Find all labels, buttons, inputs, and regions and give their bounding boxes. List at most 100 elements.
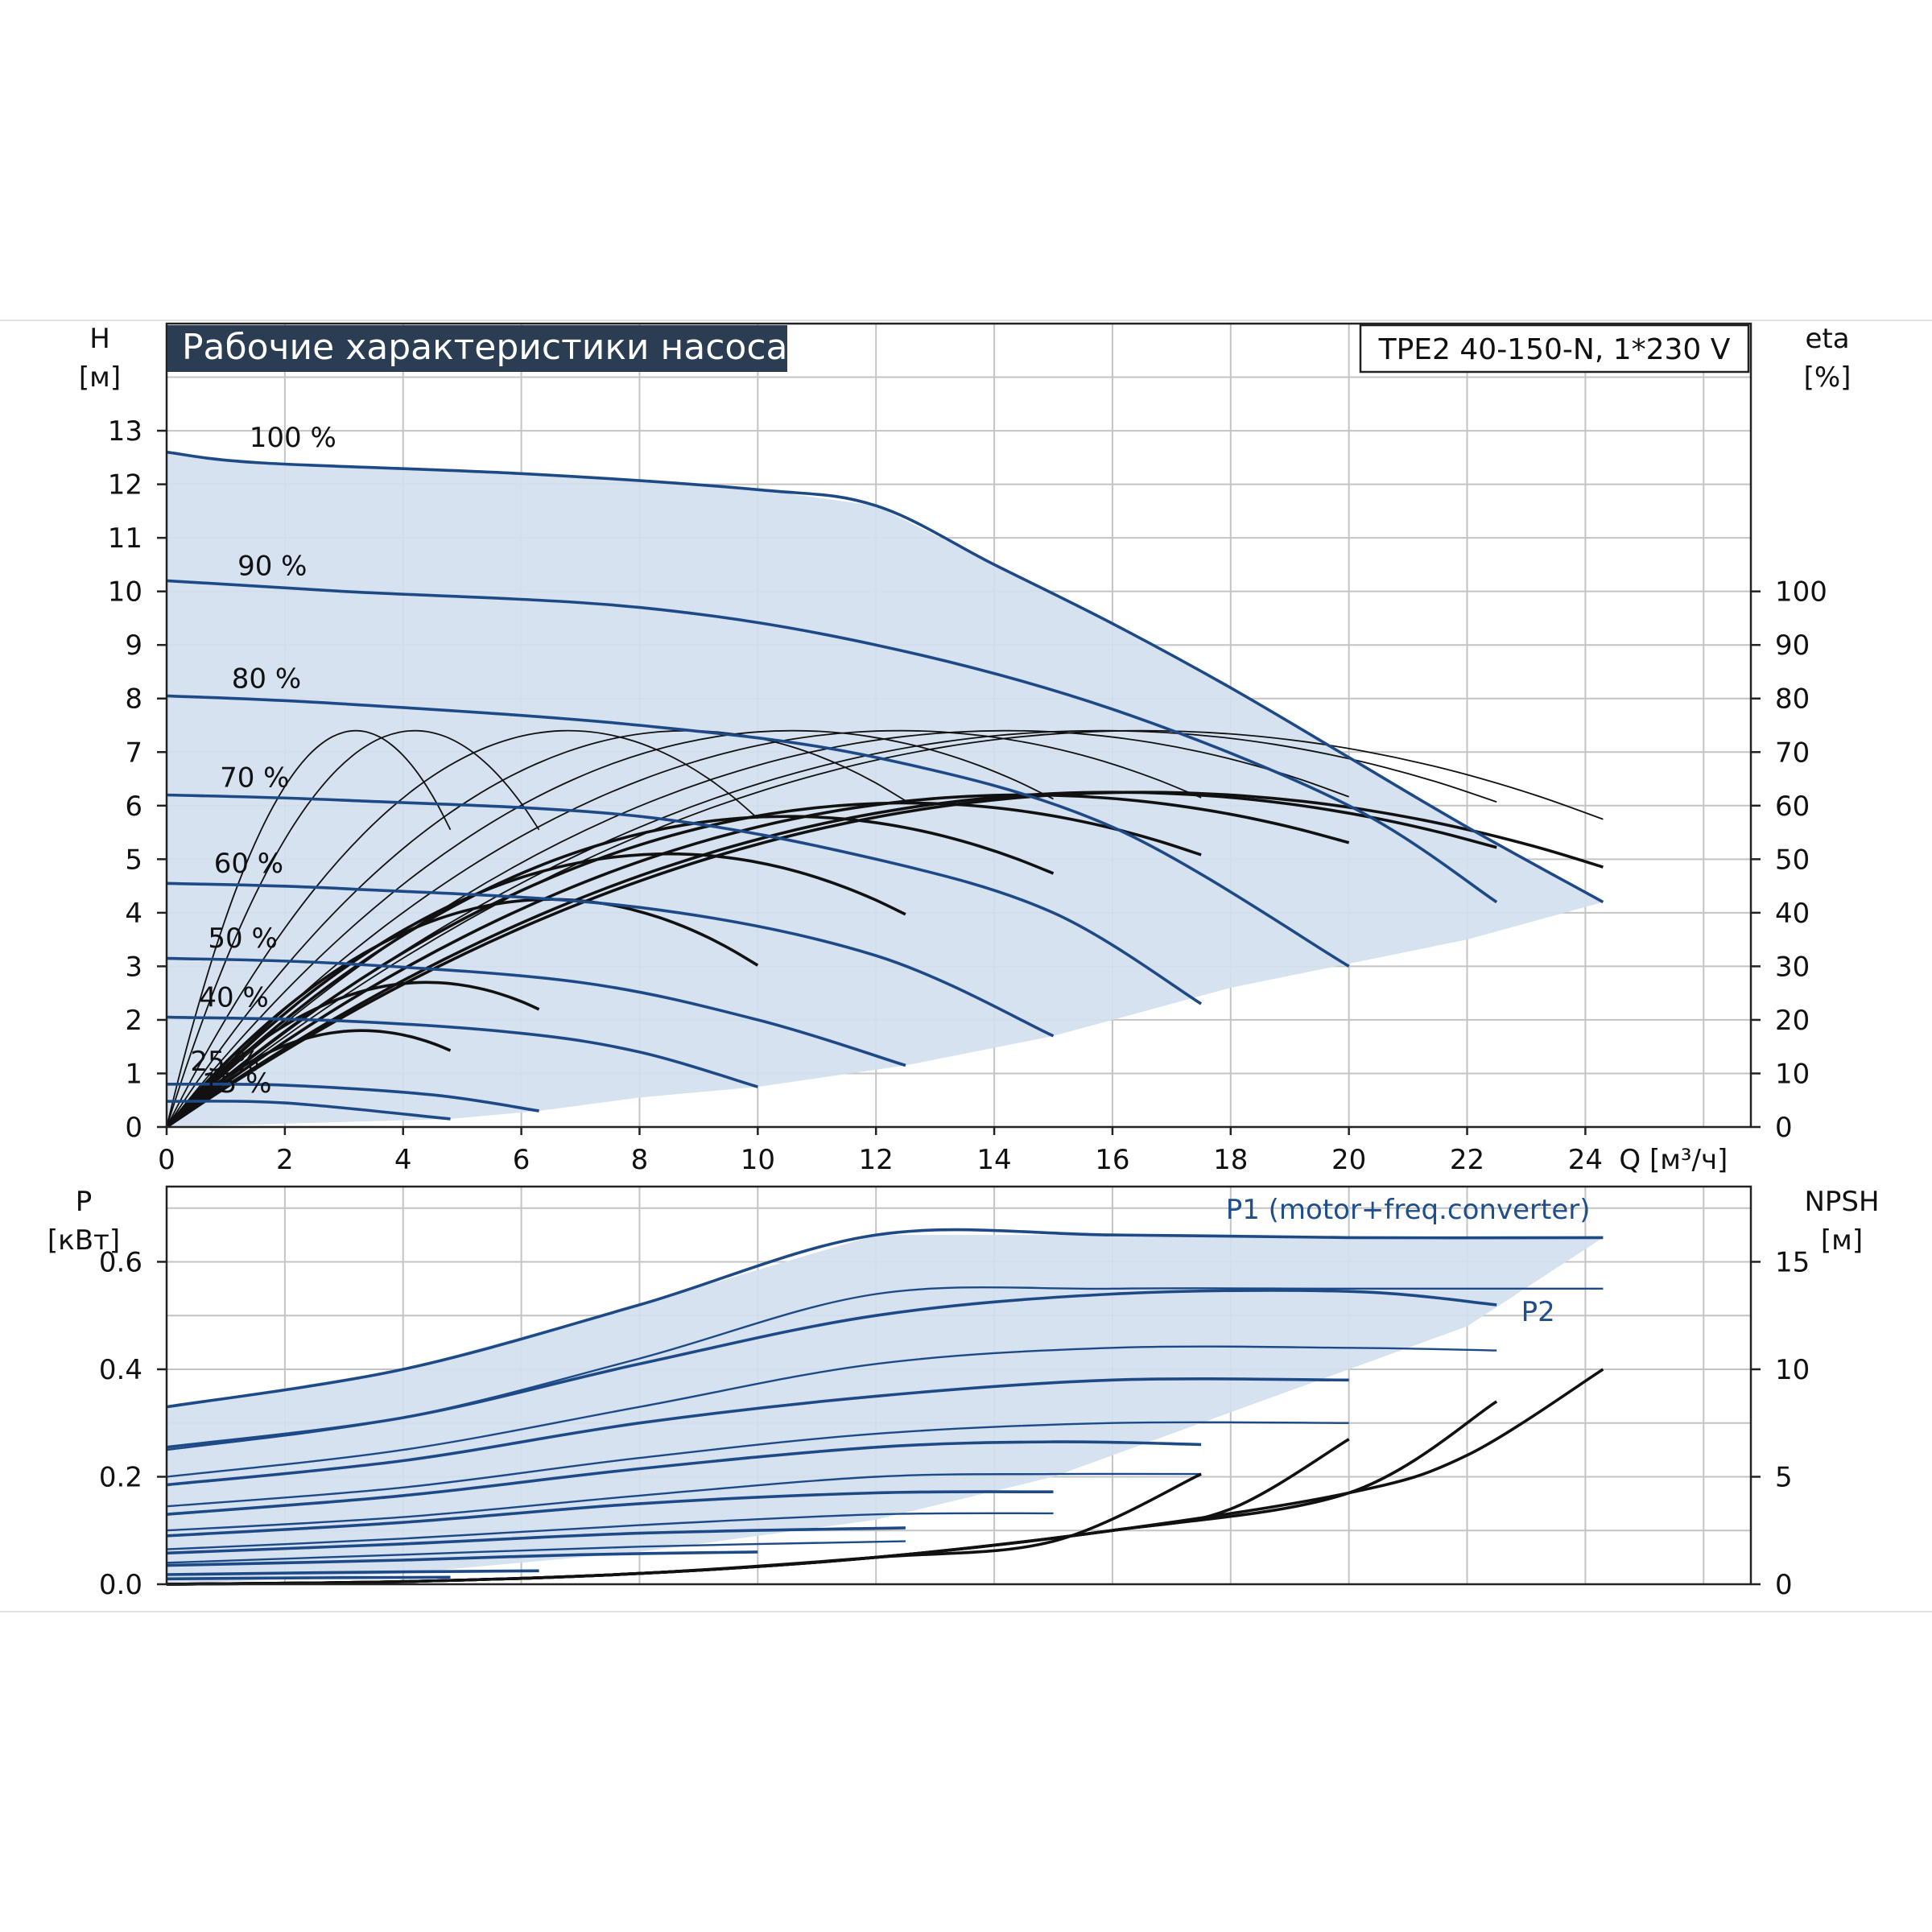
eta-ytick-label: 70 [1775, 737, 1810, 769]
eta-curve [166, 791, 1604, 1129]
eta-thin-curve [166, 729, 1604, 1128]
power-ytick-label: 0.6 [99, 1246, 142, 1278]
head-curve [166, 1100, 451, 1121]
xtick-label: 14 [976, 1144, 1011, 1176]
head-ytick-label: 0 [125, 1112, 142, 1144]
speed-percent-label: 50 % [208, 923, 277, 955]
xtick-label: 16 [1095, 1144, 1129, 1176]
xtick-label: 8 [631, 1144, 649, 1176]
npsh-ylabel: NPSH [1804, 1186, 1879, 1218]
head-ytick-label: 7 [125, 737, 142, 769]
xtick-label: 10 [741, 1144, 775, 1176]
p1-curve [166, 1440, 1202, 1516]
title-banner [167, 325, 787, 372]
head-curve [166, 956, 906, 1067]
eta-ylabel-unit: [%] [1804, 361, 1852, 394]
model-label: TPE2 40-150-N, 1*230 V [1378, 333, 1731, 366]
p1-curve [166, 1569, 539, 1576]
model-box [1359, 324, 1750, 374]
eta-ytick-label: 30 [1775, 951, 1810, 983]
eta-curve [165, 815, 1055, 1129]
xtick-label: 24 [1568, 1144, 1603, 1176]
power-ylabel: P [76, 1186, 93, 1218]
eta-curve [165, 801, 1202, 1129]
series-label: P1 (motor+freq.converter) [1226, 1194, 1591, 1226]
p2-curve [166, 1345, 1497, 1478]
eta-thin-curve [166, 729, 1054, 1128]
xtick-label: 12 [859, 1144, 894, 1176]
head-curve [166, 450, 1604, 904]
head-curve [166, 579, 1498, 904]
p1-curve [166, 1575, 451, 1581]
head-curve [166, 1082, 539, 1113]
p1-curve [166, 1377, 1349, 1487]
head-curve [166, 694, 1350, 968]
p2-curve [166, 1472, 1202, 1532]
npsh-curve [166, 1368, 1604, 1586]
xtick-label: 22 [1450, 1144, 1484, 1176]
eta-thin-curve [166, 729, 1350, 1128]
head-ytick-label: 9 [125, 630, 142, 662]
head-ytick-label: 3 [125, 951, 142, 983]
eta-thin-curve [166, 729, 1202, 1128]
eta-ytick-label: 10 [1775, 1058, 1810, 1090]
p1-curve [166, 1550, 758, 1567]
eta-curve [165, 793, 1350, 1129]
speed-percent-label: 90 % [237, 551, 307, 583]
p1-curve [166, 1228, 1604, 1409]
head-curve [166, 881, 1055, 1038]
xtick-label: 0 [158, 1144, 175, 1176]
head-ytick-label: 11 [108, 522, 142, 555]
head-plot-frame [165, 322, 1752, 1129]
eta-ylabel: eta [1805, 323, 1849, 355]
power-ytick-label: 0.0 [99, 1569, 142, 1601]
p1-curve [166, 1526, 906, 1555]
eta-ytick-label: 20 [1775, 1005, 1810, 1037]
p2-curve [166, 1286, 1604, 1451]
eta-ytick-label: 60 [1775, 791, 1810, 823]
speed-percent-label: 25 % [190, 1046, 259, 1078]
head-ytick-label: 4 [125, 898, 142, 930]
head-ytick-label: 10 [108, 576, 142, 609]
speed-percent-label: 70 % [220, 762, 289, 795]
head-ytick-label: 12 [108, 469, 142, 502]
npsh-ytick-label: 5 [1775, 1461, 1793, 1493]
xtick-label: 20 [1331, 1144, 1366, 1176]
head-ylabel-unit: [м] [79, 361, 121, 394]
head-ylabel: H [89, 323, 110, 355]
xtick-label: 6 [513, 1144, 530, 1176]
head-ytick-label: 1 [125, 1058, 142, 1090]
eta-thin-curve [166, 729, 758, 1128]
p2-curve [166, 1540, 906, 1564]
eta-thin-curve [166, 729, 452, 1128]
eta-thin-curve [166, 729, 906, 1128]
speed-percent-label: 80 % [232, 663, 301, 695]
power-ytick-label: 0.2 [99, 1461, 142, 1493]
eta-ytick-label: 50 [1775, 844, 1810, 876]
eta-curve [165, 791, 1497, 1129]
x-axis-label: Q [м³/ч] [1619, 1144, 1728, 1176]
speed-percent-label: 60 % [214, 848, 283, 880]
xtick-label: 18 [1213, 1144, 1248, 1176]
eta-ytick-label: 0 [1775, 1112, 1793, 1144]
p1-curve [166, 1490, 1054, 1538]
eta-ytick-label: 40 [1775, 898, 1810, 930]
head-curve [166, 793, 1203, 1005]
xtick-label: 4 [394, 1144, 412, 1176]
eta-ytick-label: 100 [1775, 576, 1827, 609]
npsh-ylabel-unit: [м] [1821, 1224, 1863, 1257]
head-curve [166, 1015, 758, 1088]
eta-curve [165, 898, 759, 1129]
p2-curve [166, 1512, 1054, 1550]
eta-curve [165, 852, 906, 1129]
p2-curve [166, 1421, 1349, 1508]
chart-title: Рабочие характеристики насоса [182, 327, 787, 368]
speed-percent-label: 15 % [202, 1067, 271, 1100]
npsh-ytick-label: 0 [1775, 1569, 1793, 1601]
power-ytick-label: 0.4 [99, 1354, 142, 1386]
head-operating-region [167, 452, 1604, 1127]
eta-ytick-label: 90 [1775, 630, 1810, 662]
power-ylabel-unit: [кВт] [47, 1224, 120, 1257]
